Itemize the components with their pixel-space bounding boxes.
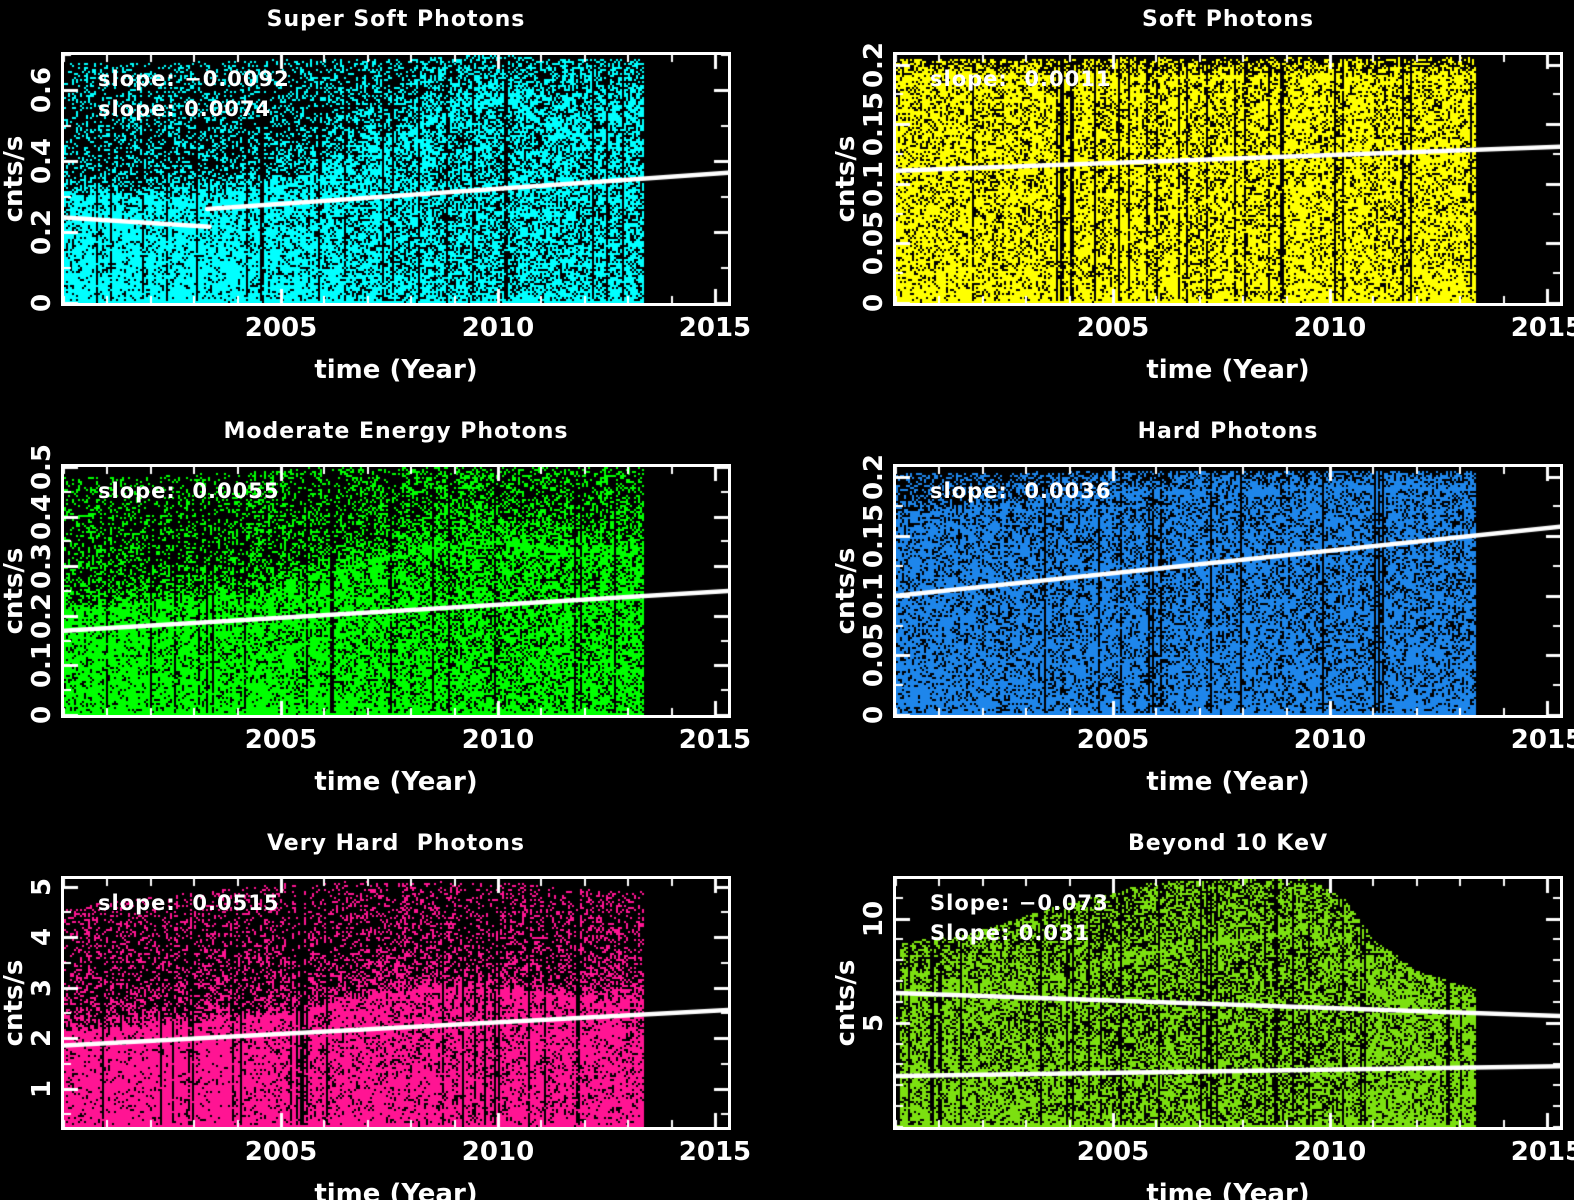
x-tick-label: 2010 — [1293, 313, 1367, 343]
x-tick-label: 2005 — [244, 313, 318, 343]
y-tick-label: 0.6 — [27, 67, 57, 114]
y-tick-label: 2 — [27, 1029, 57, 1048]
y-tick-label: 0.2 — [859, 453, 889, 500]
panel-title: Moderate Energy Photons — [223, 419, 569, 444]
x-tick-label: 2010 — [1293, 725, 1367, 755]
x-tick-label: 2010 — [1293, 1137, 1367, 1167]
y-tick-label: 0.3 — [27, 543, 57, 590]
plot-box — [893, 52, 1563, 306]
y-axis-label: cnts/s — [831, 547, 861, 635]
plot-box — [61, 464, 731, 718]
panel-title: Very Hard Photons — [266, 831, 526, 856]
scatter-canvas — [896, 879, 1560, 1127]
x-tick-label: 2015 — [678, 725, 752, 755]
y-tick-label: 10 — [859, 900, 889, 937]
scatter-canvas — [896, 55, 1560, 303]
y-tick-label: 0.1 — [27, 642, 57, 689]
panel-title: Soft Photons — [1142, 7, 1314, 32]
y-tick-label: 0.5 — [27, 443, 57, 491]
y-tick-label: 0 — [27, 705, 57, 725]
y-axis-label: cnts/s — [831, 959, 861, 1047]
x-tick-label: 2005 — [1076, 725, 1150, 755]
y-tick-label: 1 — [27, 1079, 57, 1099]
panel-title: Hard Photons — [1137, 419, 1319, 444]
x-tick-label: 2005 — [1076, 313, 1150, 343]
y-tick-label: 0.15 — [859, 92, 889, 157]
plot-box — [893, 876, 1563, 1130]
x-tick-label: 2015 — [1510, 313, 1574, 343]
y-tick-label: 0.05 — [859, 211, 889, 276]
y-tick-label: 5 — [859, 1013, 889, 1032]
x-tick-label: 2015 — [1510, 725, 1574, 755]
scatter-canvas — [64, 879, 728, 1127]
plot-box — [893, 464, 1563, 718]
scatter-canvas — [896, 467, 1560, 715]
x-axis-label: time (Year) — [314, 767, 478, 797]
x-axis-label: time (Year) — [1146, 355, 1310, 385]
y-tick-label: 3 — [27, 978, 57, 997]
slope-annotation: slope: 0.0011 — [930, 67, 1112, 91]
y-tick-label: 0.2 — [27, 592, 57, 639]
y-tick-label: 0.2 — [859, 41, 889, 88]
y-axis-label: cnts/s — [0, 959, 29, 1047]
scatter-canvas — [64, 467, 728, 715]
plot-box — [61, 876, 731, 1130]
plot-box — [61, 52, 731, 306]
slope-annotation: Slope: −0.073 — [930, 891, 1109, 915]
x-tick-label: 2015 — [678, 1137, 752, 1167]
y-axis-label: cnts/s — [0, 135, 29, 223]
x-tick-label: 2010 — [461, 725, 535, 755]
slope-annotation: slope: 0.0036 — [930, 479, 1112, 503]
x-axis-label: time (Year) — [314, 1179, 478, 1200]
x-tick-label: 2005 — [1076, 1137, 1150, 1167]
y-tick-label: 0.1 — [859, 572, 889, 619]
y-tick-label: 5 — [27, 877, 57, 896]
x-tick-label: 2010 — [461, 1137, 535, 1167]
y-axis-label: cnts/s — [831, 135, 861, 223]
y-tick-label: 0.15 — [859, 504, 889, 569]
x-axis-label: time (Year) — [1146, 767, 1310, 797]
x-axis-label: time (Year) — [314, 355, 478, 385]
slope-annotation: slope: −0.0092 — [98, 67, 290, 91]
slope-annotation: Slope: 0.031 — [930, 921, 1091, 945]
y-tick-label: 0.05 — [859, 623, 889, 688]
x-tick-label: 2015 — [1510, 1137, 1574, 1167]
panel-title: Beyond 10 KeV — [1127, 831, 1329, 856]
y-axis-label: cnts/s — [0, 547, 29, 635]
x-tick-label: 2005 — [244, 725, 318, 755]
y-tick-label: 0.4 — [27, 138, 57, 185]
x-axis-label: time (Year) — [1146, 1179, 1310, 1200]
x-tick-label: 2015 — [678, 313, 752, 343]
slope-annotation: slope: 0.0074 — [98, 97, 272, 121]
y-tick-label: 0.4 — [27, 493, 57, 540]
scatter-canvas — [64, 55, 728, 303]
slope-annotation: slope: 0.0055 — [98, 479, 280, 503]
y-tick-label: 4 — [27, 928, 57, 947]
panel-title: Super Soft Photons — [266, 7, 526, 32]
slope-annotation: slope: 0.0515 — [98, 891, 280, 915]
y-tick-label: 0 — [27, 293, 57, 313]
y-tick-label: 0 — [859, 705, 889, 725]
x-tick-label: 2010 — [461, 313, 535, 343]
y-tick-label: 0.2 — [27, 209, 57, 256]
x-tick-label: 2005 — [244, 1137, 318, 1167]
y-tick-label: 0 — [859, 293, 889, 313]
y-tick-label: 0.1 — [859, 160, 889, 207]
